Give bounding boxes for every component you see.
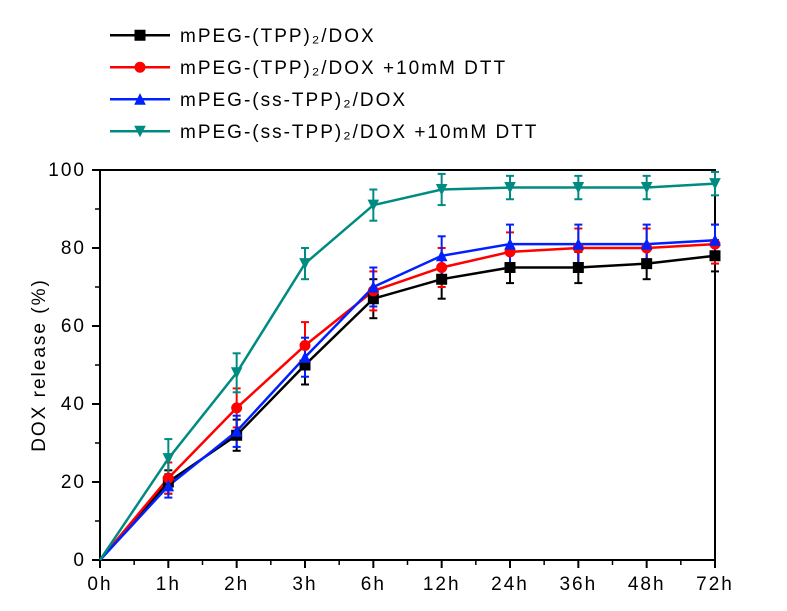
y-tick-label: 0: [73, 550, 86, 571]
legend-marker-icon: [135, 62, 145, 72]
series-marker: [642, 259, 652, 269]
series-lines: [100, 184, 715, 560]
x-tick-label: 72h: [696, 574, 734, 595]
y-ticks: 0 20 40 60 80 100: [48, 160, 100, 571]
x-tick-label: 36h: [559, 574, 597, 595]
x-tick-label: 6h: [361, 574, 386, 595]
legend-label: mPEG-(ss-TPP)₂/DOX +10mM DTT: [180, 122, 538, 143]
x-tick-label: 12h: [423, 574, 461, 595]
series-marker: [437, 263, 447, 273]
y-axis-label: DOX release (%): [29, 278, 50, 452]
series-marker: [710, 251, 720, 261]
errorbars: [164, 172, 719, 498]
series-line: [100, 244, 715, 560]
series-marker: [573, 263, 583, 273]
series-marker: [232, 403, 242, 413]
legend-label: mPEG-(TPP)₂/DOX +10mM DTT: [180, 58, 507, 79]
x-tick-label: 24h: [491, 574, 529, 595]
series-marker: [505, 263, 515, 273]
series-line: [100, 256, 715, 560]
legend-marker-icon: [135, 30, 145, 40]
x-tick-label: 0h: [87, 574, 112, 595]
chart: 0 20 40 60 80 100 0h 1h 2h 3h 6h 12h 24h 36h 48h 72h DOX…: [0, 0, 787, 611]
axes-box: [100, 170, 715, 560]
y-tick-label: 20: [61, 472, 86, 493]
y-tick-label: 80: [61, 238, 86, 259]
y-tick-label: 40: [61, 394, 86, 415]
series-line: [100, 184, 715, 560]
y-tick-label: 60: [61, 316, 86, 337]
x-tick-label: 3h: [292, 574, 317, 595]
x-ticks: 0h 1h 2h 3h 6h 12h 24h 36h 48h 72h: [87, 560, 733, 595]
series-markers: [163, 179, 720, 491]
legend-label: mPEG-(ss-TPP)₂/DOX: [180, 90, 407, 111]
x-tick-label: 1h: [156, 574, 181, 595]
legend: mPEG-(TPP)₂/DOX mPEG-(TPP)₂/DOX +10mM DTT…: [110, 26, 538, 143]
series-marker: [437, 274, 447, 284]
y-tick-label: 100: [48, 160, 86, 181]
x-tick-label: 2h: [224, 574, 249, 595]
legend-label: mPEG-(TPP)₂/DOX: [180, 26, 376, 47]
x-tick-label: 48h: [628, 574, 666, 595]
series-marker: [300, 341, 310, 351]
